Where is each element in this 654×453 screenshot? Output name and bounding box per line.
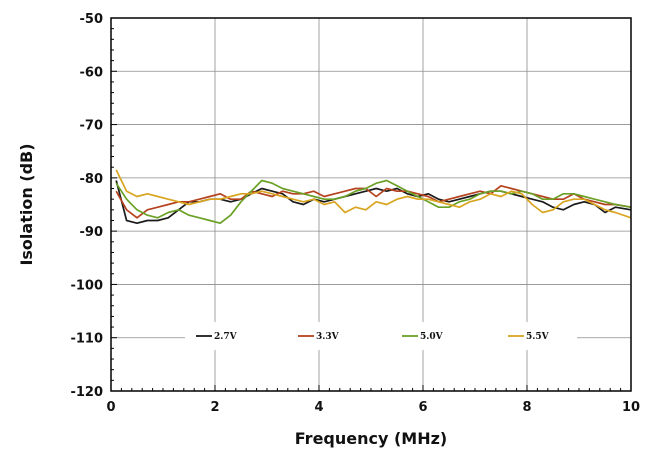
legend-label: 5.5V: [526, 332, 550, 342]
legend: 2.7V 3.3V 5.0V 5.5V: [185, 322, 577, 350]
y-tick-label: -70: [80, 119, 104, 134]
x-axis-title: Frequency (MHz): [295, 429, 447, 448]
series-line-3-3v: [115, 184, 632, 219]
x-tick-label: 0: [106, 400, 115, 415]
y-tick-label: -60: [80, 65, 104, 80]
axis-ticks: [110, 17, 632, 392]
legend-label: 2.7V: [214, 332, 238, 342]
tick-labels: 0 2 4 6 8 10 -50 -60 -70 -80 -90 -100 -110 -120: [70, 12, 640, 415]
x-tick-label: 6: [418, 400, 427, 415]
x-tick-label: 8: [522, 400, 531, 415]
y-tick-label: -100: [70, 278, 103, 293]
x-tick-label: 2: [210, 400, 219, 415]
y-tick-label: -120: [70, 385, 103, 400]
y-tick-label: -80: [80, 172, 104, 187]
y-tick-label: -50: [80, 12, 104, 27]
legend-label: 3.3V: [316, 332, 340, 342]
legend-label: 5.0V: [420, 332, 444, 342]
x-tick-label: 4: [314, 400, 323, 415]
series-line-5-0v: [115, 179, 632, 225]
y-tick-label: -110: [70, 332, 103, 347]
y-tick-label: -90: [80, 225, 104, 240]
y-axis-title: Isolation (dB): [17, 143, 36, 265]
series-lines: [115, 169, 632, 225]
x-tick-label: 10: [622, 400, 640, 415]
series-line-5-5v: [115, 169, 632, 219]
